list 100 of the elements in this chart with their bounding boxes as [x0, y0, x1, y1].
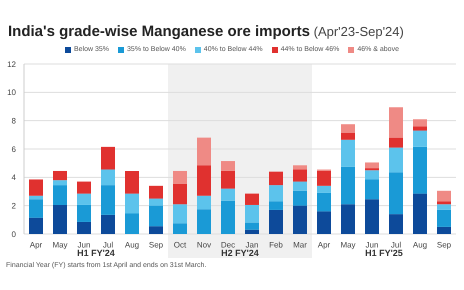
x-tick-label: May — [52, 240, 68, 250]
bar — [317, 192, 331, 212]
bar — [197, 165, 211, 196]
bar — [269, 172, 283, 186]
bar — [173, 184, 187, 204]
bar — [269, 201, 283, 210]
bar — [389, 214, 403, 234]
x-tick-label: May — [340, 240, 356, 250]
bar — [29, 199, 43, 218]
x-tick-label: Sep — [436, 240, 452, 250]
bar — [53, 180, 67, 186]
x-tick-label: Jul — [390, 240, 402, 250]
text: H1 FY'25 — [365, 248, 403, 258]
bar — [197, 196, 211, 210]
bar — [437, 210, 451, 227]
y-tick-label: 8 — [12, 116, 17, 126]
bar — [365, 162, 379, 168]
bar — [317, 211, 331, 234]
bar — [413, 130, 427, 147]
y-tick-label: 2 — [12, 202, 17, 211]
bar — [101, 185, 115, 215]
bar — [317, 170, 331, 186]
bar — [293, 206, 307, 234]
bar — [413, 146, 427, 194]
bar — [389, 138, 403, 148]
bar — [341, 132, 355, 140]
bar — [221, 188, 235, 201]
bar — [437, 201, 451, 204]
bar — [53, 185, 67, 205]
bar — [221, 200, 235, 234]
x-tick-label: Mar — [293, 240, 308, 250]
bar — [173, 223, 187, 234]
chart-subtitle: (Apr'23-Sep'24) — [310, 24, 404, 39]
x-tick-label: Aug — [412, 240, 428, 250]
bar — [413, 126, 427, 131]
bar — [293, 182, 307, 191]
x-tick-label: Apr — [318, 240, 331, 250]
bar — [77, 204, 91, 222]
bar — [341, 124, 355, 133]
bar — [221, 170, 235, 189]
bar — [173, 170, 187, 184]
bar — [173, 204, 187, 224]
bar — [293, 190, 307, 206]
y-tick-label: 4 — [12, 173, 17, 182]
bar — [77, 222, 91, 234]
bar — [413, 119, 427, 126]
bar — [53, 204, 67, 234]
band-label: H2 FY'24 — [221, 248, 259, 258]
bar — [341, 166, 355, 204]
bar — [389, 172, 403, 214]
bar — [365, 179, 379, 200]
bar — [269, 210, 283, 234]
bar — [101, 214, 115, 234]
bar — [389, 148, 403, 172]
bar — [389, 107, 403, 138]
bar — [77, 182, 91, 194]
bar — [341, 140, 355, 167]
bar — [29, 218, 43, 234]
bar — [149, 198, 163, 206]
chart-title: India's grade-wise Manganese ore imports — [8, 23, 310, 40]
bar — [245, 230, 259, 234]
x-tick-label: Feb — [269, 240, 284, 250]
bar — [125, 170, 139, 194]
bar — [101, 170, 115, 186]
bar — [437, 226, 451, 234]
y-tick-label: 12 — [7, 60, 17, 69]
bar — [269, 185, 283, 202]
bar — [437, 190, 451, 202]
bar — [125, 194, 139, 214]
x-tick-label: Apr — [30, 240, 43, 250]
x-tick-label: Dec — [220, 240, 236, 250]
x-tick-label: Nov — [196, 240, 212, 250]
bar — [197, 138, 211, 166]
text: H1 FY'24 — [77, 248, 115, 258]
x-tick-label: Jan — [246, 240, 258, 250]
bar — [77, 194, 91, 205]
bar — [29, 179, 43, 196]
x-tick-label: Jun — [366, 240, 378, 250]
bar — [437, 204, 451, 210]
bar — [245, 194, 259, 205]
y-tick-label: 6 — [12, 144, 17, 154]
bar — [53, 170, 67, 180]
bar — [413, 194, 427, 234]
bar — [341, 204, 355, 234]
y-tick-label: 10 — [7, 88, 17, 98]
bar — [245, 204, 259, 223]
bar — [29, 196, 43, 200]
bar — [149, 186, 163, 199]
bar — [125, 213, 139, 234]
x-tick-label: Jun — [78, 240, 90, 250]
x-tick-label: Oct — [174, 240, 187, 250]
bar — [149, 226, 163, 234]
bar — [293, 165, 307, 170]
x-tick-label: Jul — [102, 240, 114, 250]
bar — [293, 170, 307, 182]
y-tick-label: 0 — [12, 230, 17, 239]
bar — [365, 199, 379, 234]
bar — [221, 161, 235, 171]
bar — [197, 209, 211, 234]
bar — [101, 146, 115, 170]
